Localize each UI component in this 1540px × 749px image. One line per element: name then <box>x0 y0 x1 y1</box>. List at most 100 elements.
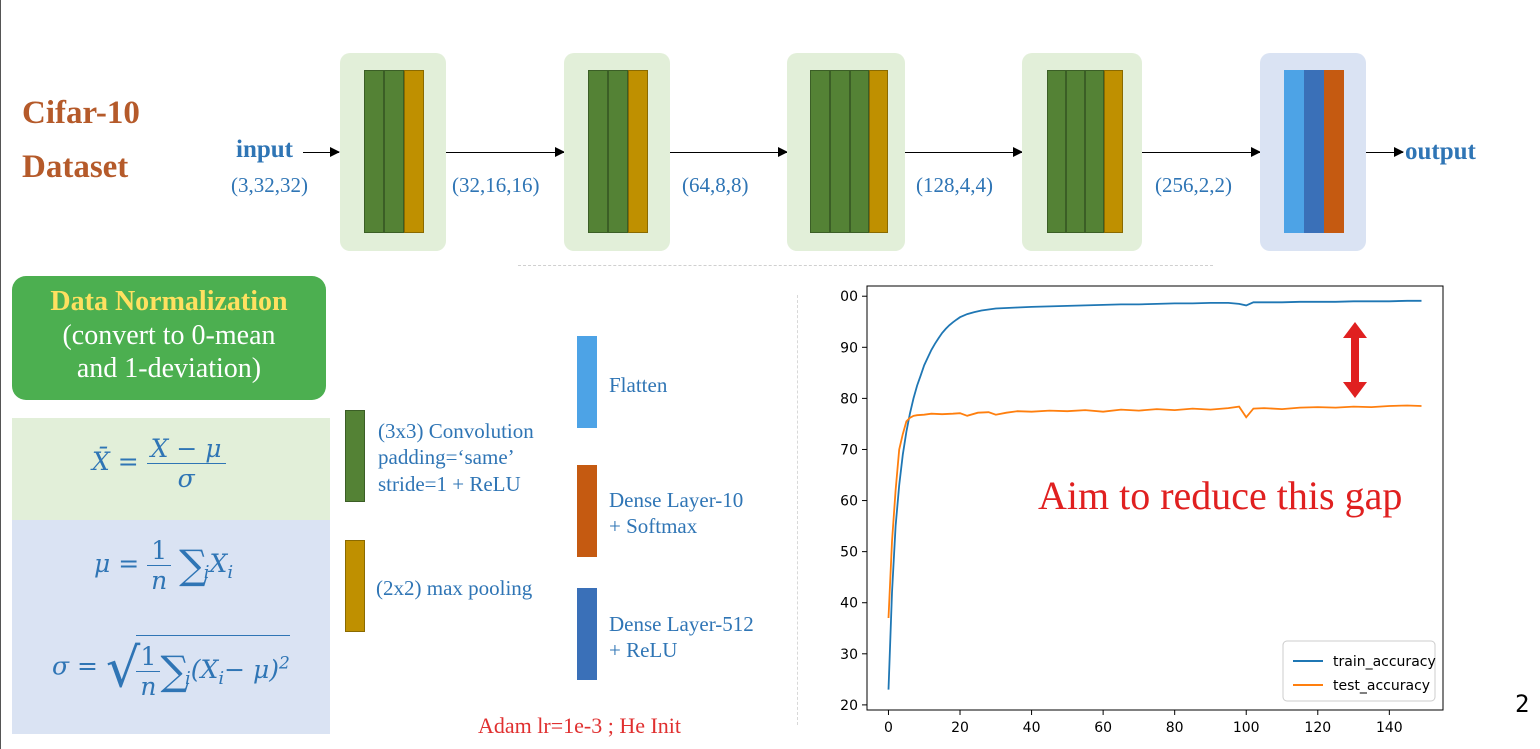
arrow-output <box>1366 147 1404 157</box>
legend-pool-label: (2x2) max pooling <box>376 576 533 600</box>
xbar-denominator: σ <box>177 464 195 493</box>
arrow-2 <box>670 147 788 157</box>
legend-flatten-swatch <box>577 336 597 428</box>
legend-dense10-label: Dense Layer-10 + Softmax <box>609 487 743 540</box>
mu-term: X <box>209 549 228 578</box>
y-tick-label: 50 <box>840 545 858 561</box>
legend-conv-line-2: padding=‘same’ <box>378 445 515 470</box>
dense-block <box>1260 53 1366 251</box>
sqrt-icon: √ <box>105 636 141 700</box>
dataset-title-line-2: Dataset <box>22 148 129 185</box>
pool-layer-bar <box>1104 70 1123 233</box>
mu-sum-index: i <box>203 562 210 583</box>
formula-xbar: X̄ = X − μ σ <box>92 434 226 493</box>
shape-4: (256,2,2) <box>1155 173 1232 197</box>
conv-layer-bar <box>588 70 608 233</box>
formula-panel-xbar: X̄ = X − μ σ <box>12 418 330 520</box>
sigma-term: (X <box>190 655 219 684</box>
y-tick-label: 80 <box>840 391 858 407</box>
output-label: output <box>1405 138 1476 165</box>
legend-pool-swatch <box>345 540 365 632</box>
normalization-title: Data Normalization <box>50 286 288 317</box>
mu-lhs: μ = <box>94 549 140 578</box>
xbar-fraction: X − μ σ <box>146 434 226 493</box>
sigma-sum-symbol: ∑ <box>160 648 190 695</box>
dataset-title-line-1: Cifar-10 <box>22 95 140 131</box>
sigma-numerator: 1 <box>136 642 161 672</box>
legend-dense512-label: Dense Layer-512 + ReLU <box>609 611 754 664</box>
legend-label-train_accuracy: train_accuracy <box>1333 654 1436 670</box>
formula-sigma: σ = √ 1 n ∑i(Xi− μ)2 <box>52 635 290 701</box>
conv-block-1 <box>340 53 446 251</box>
input-shape: (3,32,32) <box>231 173 308 197</box>
data-normalization-box: Data Normalization (convert to 0-mean an… <box>12 276 326 400</box>
sigma-sum-index: i <box>185 668 191 689</box>
plot-frame <box>866 285 1444 711</box>
arrow-input <box>303 147 340 157</box>
legend-dense10-line-2: + Softmax <box>609 514 698 539</box>
conv-block-4 <box>1022 53 1142 251</box>
chart-axes: 20 30 40 50 60 70 80 90 100 0 20 40 60 80 100 120 140 <box>840 285 1444 736</box>
slide-left-border <box>0 0 1 749</box>
y-tick-label: 100 <box>840 289 858 305</box>
chart-legend: train_accuracy test_accuracy <box>1282 640 1436 702</box>
series-line-train_accuracy <box>887 299 1422 690</box>
legend-conv-line-1: (3x3) Convolution <box>378 419 534 443</box>
legend-label-test_accuracy: test_accuracy <box>1333 678 1430 694</box>
formula-panel-mu-sigma: μ = 1 n ∑iXi σ = √ 1 n ∑i(Xi− μ)2 <box>12 520 330 734</box>
x-tick-label: 80 <box>1166 720 1184 736</box>
separator-horizontal <box>518 265 1213 266</box>
y-tick-label: 40 <box>840 596 858 612</box>
x-tick-label: 100 <box>1233 720 1260 736</box>
legend-conv-label: (3x3) Convolution padding=‘same’ stride=… <box>378 418 534 497</box>
y-tick-label: 90 <box>840 340 858 356</box>
series-line-test_accuracy <box>887 404 1422 619</box>
mu-fraction: 1 n <box>147 536 172 595</box>
y-tick-label: 70 <box>840 442 858 458</box>
sigma-fraction: 1 n <box>136 642 161 701</box>
arrow-4 <box>1142 147 1261 157</box>
xbar-numerator: X − μ <box>146 434 226 464</box>
sigma-term-index: i <box>218 668 225 689</box>
dense-10-layer-bar <box>1324 70 1344 233</box>
gap-arrow-icon <box>1343 322 1367 398</box>
conv-layer-bar <box>608 70 628 233</box>
y-tick-label: 20 <box>840 698 858 714</box>
optimizer-note: Adam lr=1e-3 ; He Init <box>478 713 682 738</box>
arrow-3 <box>905 147 1023 157</box>
shape-3: (128,4,4) <box>916 173 993 197</box>
sigma-lhs: σ = <box>52 651 98 681</box>
pool-layer-bar <box>628 70 648 233</box>
x-tick-label: 120 <box>1304 720 1331 736</box>
conv-layer-bar <box>384 70 404 233</box>
formula-mu: μ = 1 n ∑iXi <box>94 536 233 595</box>
flatten-layer-bar <box>1284 70 1304 233</box>
separator-vertical <box>797 295 798 725</box>
legend-dense512-swatch <box>577 588 597 680</box>
sigma-radicand: 1 n ∑i(Xi− μ)2 <box>136 635 290 701</box>
dataset-title: Cifar-10 Dataset <box>22 95 140 187</box>
x-tick-label: 60 <box>1094 720 1112 736</box>
pool-layer-bar <box>404 70 424 233</box>
legend-dense512-line-1: Dense Layer-512 <box>609 612 754 636</box>
conv-block-3 <box>787 53 905 251</box>
conv-layer-bar <box>1066 70 1085 233</box>
legend-conv-line-3: stride=1 + ReLU <box>378 471 521 496</box>
sigma-exponent: 2 <box>279 653 290 674</box>
mu-sum-symbol: ∑ <box>179 542 208 589</box>
conv-layer-bar <box>850 70 869 233</box>
legend-dense512-line-2: + ReLU <box>609 638 678 663</box>
legend-dense10-swatch <box>577 465 597 557</box>
chart-lines <box>887 299 1422 690</box>
conv-layer-bar <box>830 70 850 233</box>
legend-conv-swatch <box>345 410 365 502</box>
legend-flatten-label: Flatten <box>609 373 668 397</box>
mu-term-index: i <box>227 562 234 583</box>
accuracy-chart: 20 30 40 50 60 70 80 90 100 0 20 40 60 80 100 120 140 tr… <box>840 285 1444 736</box>
x-tick-label: 140 <box>1376 720 1403 736</box>
conv-layer-bar <box>810 70 830 233</box>
normalization-line-1: (convert to 0-mean <box>62 319 276 351</box>
dense-512-layer-bar <box>1304 70 1324 233</box>
x-tick-label: 40 <box>1023 720 1041 736</box>
conv-layer-bar <box>364 70 384 233</box>
